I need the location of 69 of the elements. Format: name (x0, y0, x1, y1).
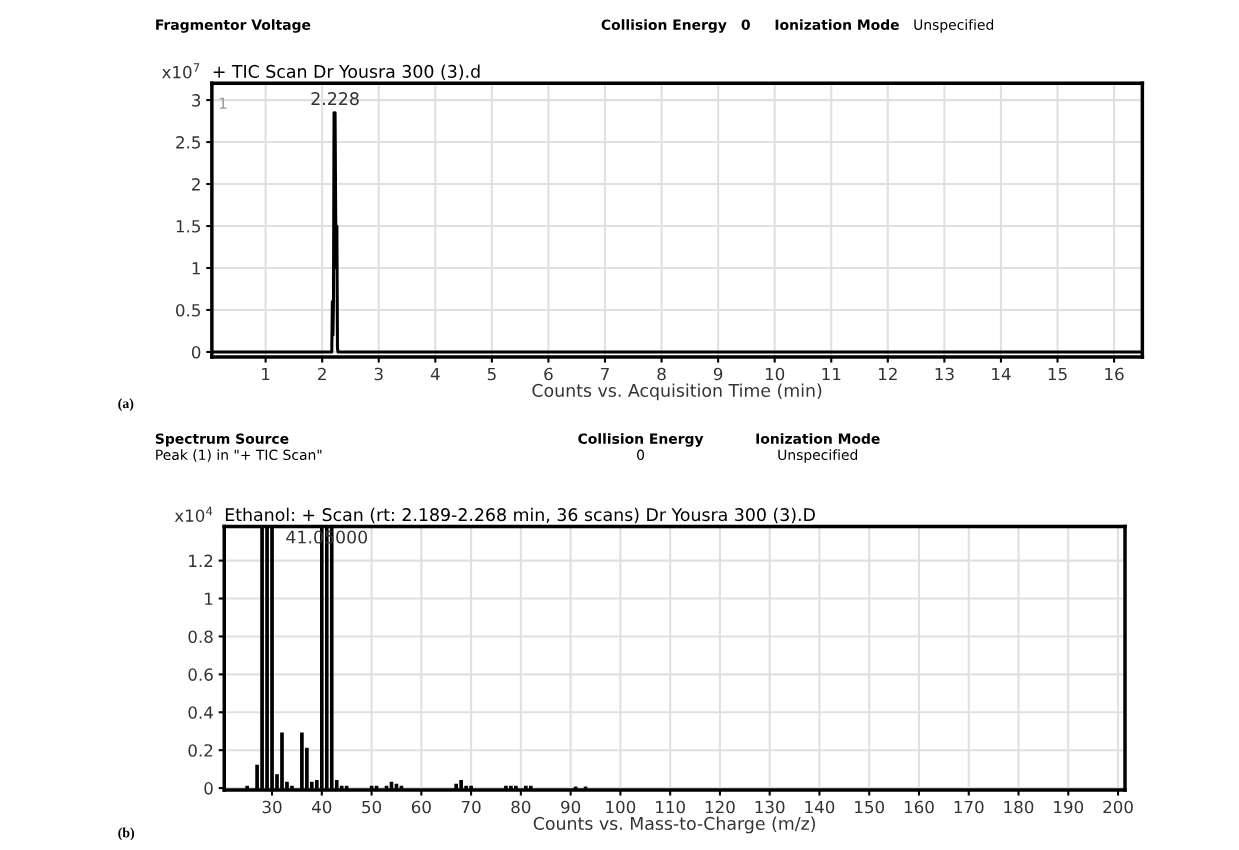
x-axis-title: Counts vs. Acquisition Time (min) (532, 383, 822, 401)
x-tick-label: 120 (705, 800, 735, 814)
text: Collision Energy (578, 433, 704, 447)
x-axis-title: Counts vs. Mass-to-Charge (m/z) (533, 816, 815, 834)
text: Unspecified (914, 19, 994, 33)
x-tick-label: 40 (312, 800, 332, 814)
text: 0 (741, 19, 750, 30)
y-tick-label: 1.5 (176, 220, 200, 233)
x-tick-label: 180 (1004, 800, 1034, 814)
x-tick-label: 3 (374, 367, 383, 381)
x-tick-label: 30 (262, 800, 282, 814)
y-tick-label: 2 (192, 178, 200, 191)
x-tick-label: 10 (765, 367, 785, 381)
x-tick-label: 12 (879, 367, 897, 381)
y-tick-label: 0 (191, 345, 201, 359)
x-tick-label: 160 (904, 800, 934, 814)
y-tick-label: 1 (192, 262, 200, 275)
x-tick-label: 11 (822, 367, 841, 381)
text: Ionization Mode (756, 433, 880, 444)
annotation: 2.228 (311, 92, 359, 106)
y-tick-label: 2.5 (176, 136, 200, 149)
y-axis-title: x10$^{4}$ (174, 506, 213, 522)
x-tick-label: 13 (935, 367, 954, 381)
x-tick-label: 8 (657, 367, 666, 381)
x-tick-label: 150 (855, 800, 885, 814)
y-axis-title: x10$^{7}$ (162, 63, 200, 79)
x-tick-label: 140 (805, 800, 835, 814)
y-tick-label: 0.4 (188, 706, 213, 719)
y-tick-label: 0.8 (188, 630, 213, 644)
text: Peak (1) in "+ TIC Scan" (156, 449, 322, 462)
y-tick-label: 0 (204, 782, 213, 795)
x-tick-label: 170 (954, 800, 984, 814)
text: 0 (637, 449, 645, 461)
y-tick-label: 1.2 (189, 554, 213, 567)
annotation: 1 (219, 97, 227, 109)
y-tick-label: 1 (205, 592, 213, 605)
x-tick-label: 15 (1048, 367, 1067, 381)
chart-title: Ethanol: + Scan (rt: 2.189-2.268 min, 36 scans) Dr Yousra 300 (3).D (225, 507, 815, 524)
x-tick-label: 190 (1054, 800, 1084, 814)
text: (a) (118, 398, 134, 411)
y-tick-label: 0.6 (188, 668, 213, 681)
x-tick-label: 9 (713, 367, 723, 381)
text: Unspecified (778, 449, 858, 463)
x-tick-label: 6 (544, 367, 553, 381)
x-tick-label: 60 (411, 800, 431, 814)
x-tick-label: 50 (362, 800, 382, 814)
text: Spectrum Source (155, 433, 289, 447)
x-tick-label: 110 (656, 800, 685, 814)
x-tick-label: 5 (487, 367, 496, 381)
x-tick-label: 2 (318, 367, 326, 381)
x-tick-label: 1 (262, 367, 270, 381)
x-tick-label: 70 (461, 800, 481, 814)
x-tick-label: 4 (430, 367, 440, 381)
text: Collision Energy (601, 19, 727, 33)
x-tick-label: 7 (601, 367, 609, 381)
x-tick-label: 14 (992, 367, 1011, 381)
y-tick-label: 0.5 (176, 303, 200, 317)
chart-title: + TIC Scan Dr Yousra 300 (3).d (213, 64, 480, 81)
x-tick-label: 200 (1103, 800, 1133, 814)
x-tick-label: 100 (606, 800, 636, 814)
x-tick-label: 16 (1105, 367, 1124, 381)
x-tick-label: 130 (755, 800, 785, 814)
y-tick-label: 3 (192, 94, 201, 107)
text: (b) (118, 827, 135, 841)
text: Fragmentor Voltage (156, 19, 311, 33)
x-tick-label: 80 (511, 800, 531, 814)
x-tick-label: 90 (561, 800, 581, 814)
text: Ionization Mode (775, 19, 899, 30)
y-tick-label: 0.2 (188, 744, 213, 757)
